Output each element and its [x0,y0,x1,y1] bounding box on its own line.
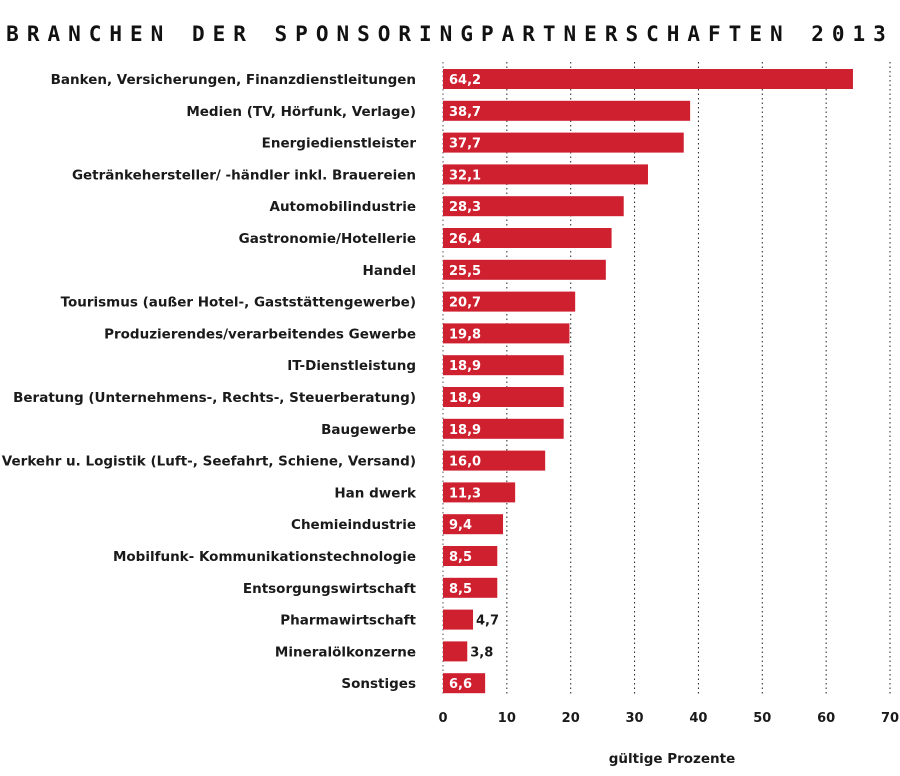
category-label: Pharmawirtschaft [280,613,416,629]
bar [443,291,576,312]
category-label: Tourismus (außer Hotel-, Gaststättengewe… [61,295,416,311]
x-axis-label: gültige Prozente [609,751,736,767]
category-label: Baugewerbe [321,422,416,438]
bar [443,673,486,694]
bar-value-label: 11,3 [449,486,481,501]
category-label: Energiedienstleister [262,136,417,152]
bar-value-label: 37,7 [449,137,481,152]
bar-value-label: 64,2 [449,73,481,88]
category-label: Banken, Versicherungen, Finanzdienstleit… [51,72,416,88]
bar-value-label: 8,5 [449,582,472,597]
bar [443,514,504,535]
bar-value-label: 9,4 [449,518,472,533]
bar-value-label: 18,9 [449,423,481,438]
bar-value-label: 28,3 [449,200,481,215]
category-label: Sonstiges [341,676,416,692]
category-labels: Banken, Versicherungen, Finanzdienstleit… [2,72,417,692]
bar-value-label: 6,6 [449,677,472,692]
bar [443,259,606,280]
x-tick-label: 30 [626,711,644,726]
category-label: Handel [363,263,416,279]
category-label: Han dwerk [334,485,417,501]
bar-value-label: 20,7 [449,296,481,311]
bar [443,609,474,630]
category-label: Gastronomie/Hotellerie [239,231,416,247]
x-tick-label: 70 [881,711,899,726]
category-label: Medien (TV, Hörfunk, Verlage) [186,104,416,120]
bar [443,228,612,248]
bar [443,196,624,217]
bar [443,323,570,344]
category-label: IT-Dienstleistung [287,358,416,374]
bar-value-label: 3,8 [470,645,493,660]
bar [443,100,691,121]
bar-value-label: 38,7 [449,105,481,120]
x-tick-label: 60 [817,711,835,726]
category-label: Automobilindustrie [270,199,417,215]
category-label: Entsorgungswirtschaft [243,581,417,597]
category-label: Mobilfunk- Kommunikationstechnologie [113,549,416,565]
category-label: Beratung (Unternehmens-, Rechts-, Steuer… [13,390,416,406]
bar [443,482,516,503]
bar [443,546,498,566]
grid-lines [442,62,891,696]
bar [443,641,468,662]
bar [443,577,498,598]
x-tick-label: 10 [498,711,516,726]
category-label: Getränkehersteller/ -händler inkl. Braue… [72,167,416,183]
category-label: Produzierendes/verarbeitendes Gewerbe [104,326,416,342]
bar-value-label: 8,5 [449,550,472,565]
x-tick-label: 50 [753,711,771,726]
bar-value-label: 25,5 [449,264,481,279]
bar-value-label: 16,0 [449,455,481,470]
chart-title: BRANCHEN DER SPONSORINGPARTNERSCHAFTEN 2… [6,22,894,46]
bar-value-label: 19,8 [449,327,481,342]
bar-value-label: 18,9 [449,391,481,406]
bar [443,418,564,439]
bar-value-label: 26,4 [449,232,481,247]
bar-value-label: 4,7 [476,614,499,629]
x-tick-label: 20 [562,711,580,726]
x-axis-ticks: 0 10 20 30 40 50 60 70 [438,711,899,726]
bar [443,69,853,89]
bar [443,387,564,407]
x-tick-label: 0 [438,711,447,726]
bar [443,132,684,153]
category-label: Chemieindustrie [291,517,416,533]
bar [443,164,648,185]
category-label: Verkehr u. Logistik (Luft-, Seefahrt, Sc… [2,454,416,470]
bar-value-label: 18,9 [449,359,481,374]
bar [443,355,564,376]
x-tick-label: 40 [689,711,707,726]
category-label: Mineralölkonzerne [275,644,416,660]
bars: 64,2 38,7 37,7 32,1 28,3 26,4 25,5 20,7 19,8 18,9… [443,69,853,694]
bar-value-label: 32,1 [449,168,481,183]
bar [443,450,546,471]
